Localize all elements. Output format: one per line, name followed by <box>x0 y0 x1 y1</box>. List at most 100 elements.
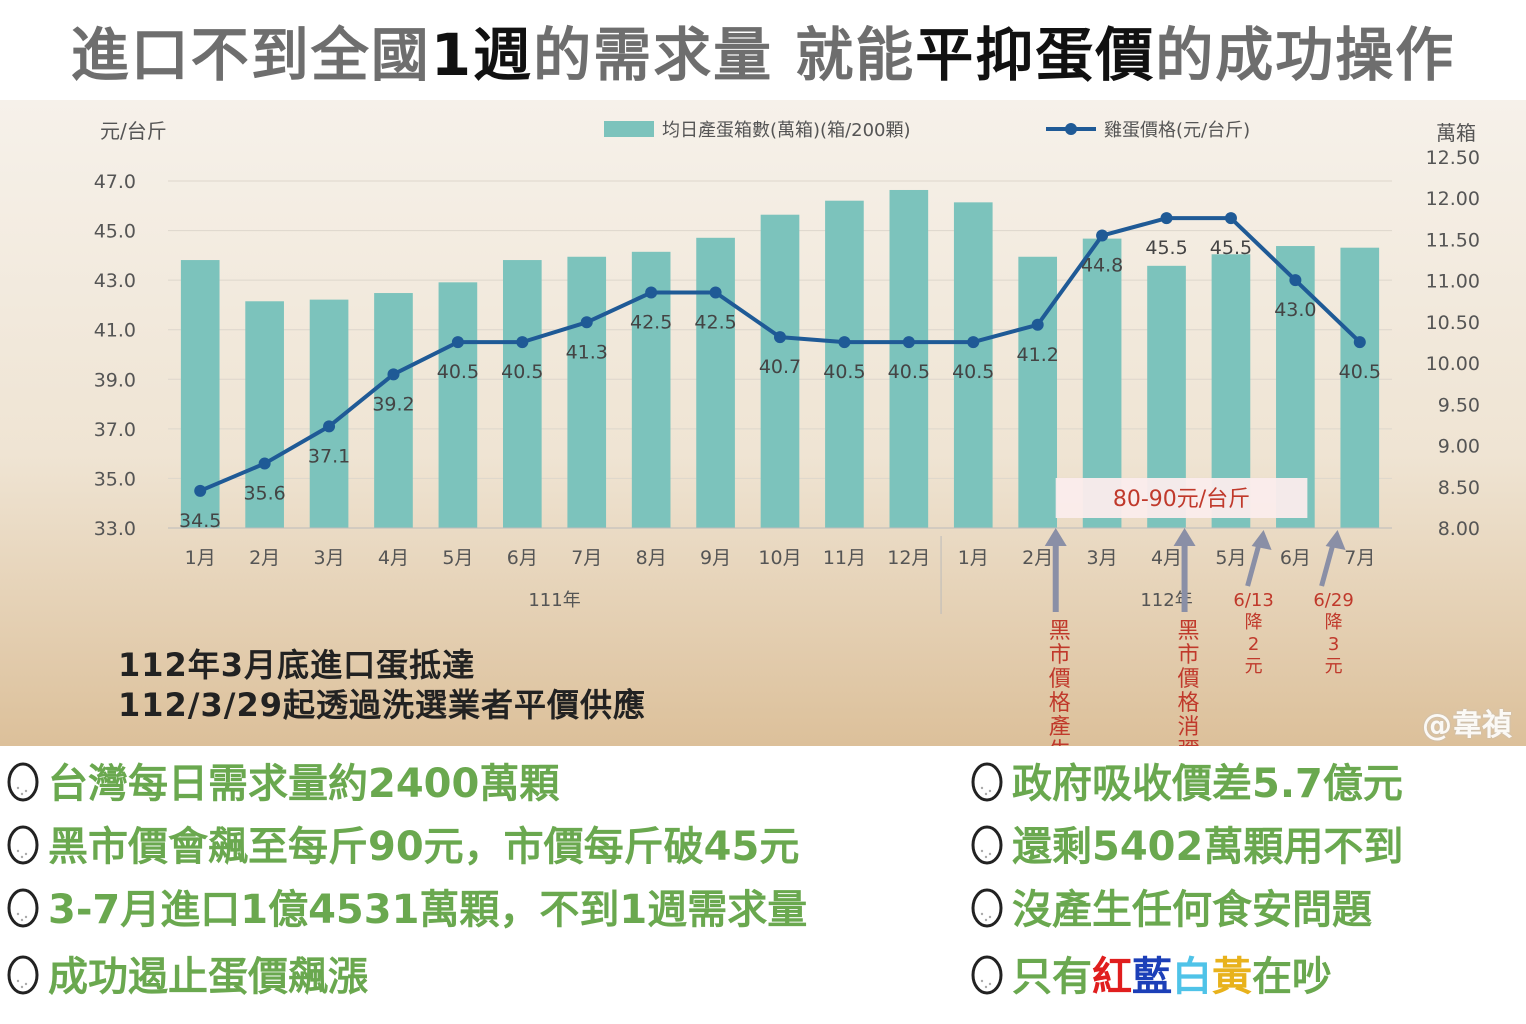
price-data-label: 35.6 <box>243 483 285 505</box>
bullet-text: 政府吸收價差5.7億元 <box>1012 761 1403 807</box>
annotation-text-char: 產 <box>1049 715 1071 740</box>
bar <box>1340 247 1380 528</box>
annotation-text-part: 2 <box>1248 634 1259 655</box>
annotation-text-char: 彌 <box>1178 739 1200 746</box>
bar <box>825 200 864 528</box>
bullet-text: 3-7月進口1億4531萬顆，不到1週需求量 <box>48 887 808 933</box>
y-right-tick-label: 12.00 <box>1426 188 1480 210</box>
egg-icon <box>7 888 39 928</box>
bullet-text-red: 紅 <box>1092 954 1132 1000</box>
price-data-label: 43.0 <box>1274 299 1316 321</box>
callout-box <box>1055 478 1308 518</box>
annotation-text-part: 3 <box>1328 634 1339 655</box>
price-point <box>258 457 271 470</box>
bullet-text: 黑市價會飆至每斤90元，市價每斤破45元 <box>48 824 800 870</box>
price-data-label: 42.5 <box>630 312 672 334</box>
x-tick-label: 3月 <box>314 547 345 569</box>
note-line2: 112/3/29起透過洗選業者平價供應 <box>118 686 646 724</box>
price-point <box>516 336 529 349</box>
price-point <box>1031 318 1044 331</box>
price-point <box>387 368 400 381</box>
y-right-tick-label: 10.00 <box>1426 353 1480 375</box>
watermark: @韋禎 <box>1422 708 1512 743</box>
bullet-left: 3-7月進口1億4531萬顆，不到1週需求量 <box>6 876 807 936</box>
price-point <box>1160 212 1173 225</box>
x-tick-label: 6月 <box>507 547 538 569</box>
x-tick-label: 7月 <box>1344 547 1375 569</box>
x-tick-label: 9月 <box>700 547 731 569</box>
bullet-right: 還剩5402萬顆用不到 <box>970 813 1403 873</box>
price-data-label: 45.5 <box>1210 237 1252 259</box>
bar <box>374 293 413 528</box>
bullet-text-blue: 藍 <box>1132 954 1172 1000</box>
egg-icon <box>7 825 39 865</box>
y-right-tick-label: 12.50 <box>1426 147 1480 169</box>
annotation-text-part: 降 <box>1325 612 1343 633</box>
legend-line-label: 雞蛋價格(元/台斤) <box>1104 120 1250 141</box>
bullet-right: 沒產生任何食安問題 <box>970 876 1372 936</box>
bullet-text: 成功遏止蛋價飆漲 <box>48 954 368 1000</box>
bar <box>567 256 607 528</box>
price-point <box>323 420 336 433</box>
price-point <box>580 316 593 329</box>
price-data-label: 40.5 <box>501 361 543 383</box>
annotation-text-char: 生 <box>1049 739 1071 746</box>
price-point <box>645 286 658 299</box>
legend-bar-swatch <box>604 121 654 137</box>
x-tick-label: 10月 <box>758 547 801 569</box>
x-tick-label: 1月 <box>958 547 989 569</box>
annotation-arrowhead <box>1044 528 1067 546</box>
y-right-tick-label: 11.00 <box>1426 271 1480 293</box>
price-point <box>774 331 786 344</box>
price-point <box>838 336 851 349</box>
callout-box-label: 80-90元/台斤 <box>1113 487 1250 512</box>
egg-icon <box>971 762 1003 802</box>
y-left-tick-label: 41.0 <box>94 320 136 342</box>
note-line1: 112年3月底進口蛋抵達 <box>118 646 476 684</box>
headline-part3: 的需求量 就能 <box>533 21 916 89</box>
price-point <box>1289 274 1302 287</box>
egg-icon <box>971 955 1003 995</box>
bar <box>696 237 735 528</box>
y-left-axis-label: 元/台斤 <box>100 119 167 143</box>
y-left-tick-label: 39.0 <box>94 369 136 391</box>
headline-part1: 進口不到全國 <box>70 21 431 89</box>
x-tick-label: 3月 <box>1087 547 1118 569</box>
bar <box>760 214 800 528</box>
bullet-text: 還剩5402萬顆用不到 <box>1012 824 1404 870</box>
bullet-left: 成功遏止蛋價飆漲 <box>6 943 368 1003</box>
headline-part2: 1週 <box>430 21 534 89</box>
annotation-arrowhead <box>1251 530 1272 550</box>
price-point <box>902 336 915 349</box>
y-left-tick-label: 47.0 <box>94 171 136 193</box>
bar <box>438 282 478 528</box>
y-right-tick-label: 8.00 <box>1438 518 1480 540</box>
bar <box>245 301 284 528</box>
price-data-label: 40.5 <box>437 361 479 383</box>
x-tick-label: 7月 <box>571 547 602 569</box>
legend-line-marker <box>1065 123 1077 135</box>
egg-icon <box>971 888 1003 928</box>
annotation-arrow <box>1245 541 1263 587</box>
price-point <box>709 286 722 299</box>
price-point <box>451 336 464 349</box>
x-tick-label: 8月 <box>636 547 667 569</box>
annotation-arrowhead <box>1173 528 1196 546</box>
annotation-text-part: 降 <box>1245 612 1263 633</box>
price-point <box>1353 336 1366 349</box>
y-left-tick-label: 37.0 <box>94 419 136 441</box>
price-data-label: 40.5 <box>823 361 865 383</box>
annotation-text-char: 價 <box>1178 667 1200 692</box>
headline-part4: 平抑蛋價 <box>915 21 1156 89</box>
y-left-tick-label: 43.0 <box>94 270 136 292</box>
annotation-text-char: 市 <box>1178 643 1200 668</box>
x-tick-label: 11月 <box>823 547 866 569</box>
bar <box>1018 256 1058 528</box>
price-data-label: 40.5 <box>1339 361 1381 383</box>
bullet-left: 台灣每日需求量約2400萬顆 <box>6 750 559 810</box>
egg-icon <box>7 955 39 995</box>
y-left-tick-label: 45.0 <box>94 221 136 243</box>
annotation-text-char: 格 <box>1049 691 1071 716</box>
x-tick-label: 4月 <box>1151 547 1182 569</box>
y-right-tick-label: 8.50 <box>1438 477 1480 499</box>
